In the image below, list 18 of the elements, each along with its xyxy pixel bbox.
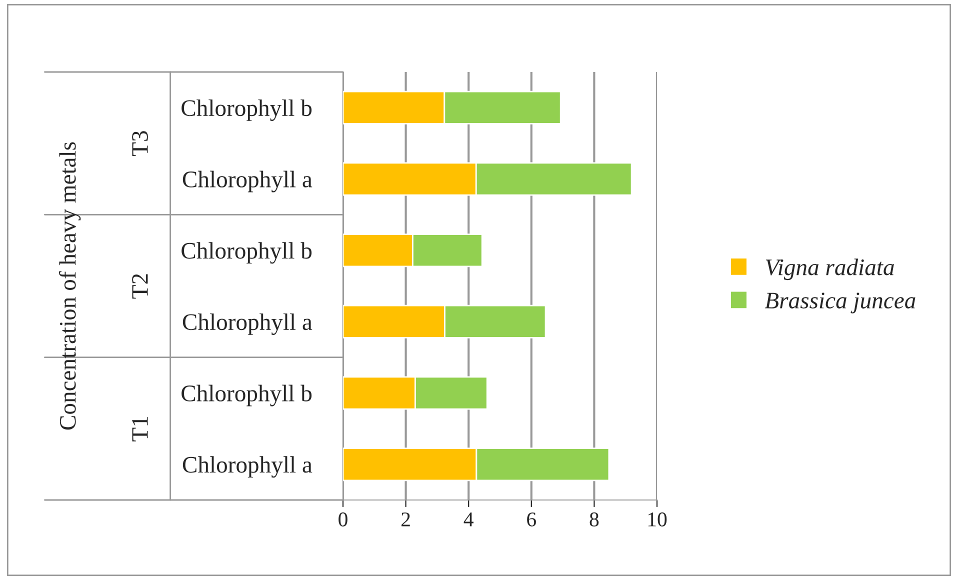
x-tick-label: 2 [402,512,410,526]
y-tick-label: Chlorophyll a [182,170,312,192]
x-tick-label: 0 [338,512,348,526]
x-tick-label: 10 [648,512,667,526]
legend-label: Vigna radiata [766,258,894,280]
y-tick-label: Chlorophyll a [182,456,312,478]
y-tick-label: Chlorophyll b [182,99,312,121]
text: T2 [132,274,148,299]
legend-label: Brassica juncea [764,292,916,314]
y-tick-label: Chlorophyll b [182,242,312,264]
x-tick-label: 4 [464,512,474,526]
y-tick-label: Chlorophyll b [182,384,312,406]
text: T3 [132,131,148,156]
text: T1 [132,416,148,442]
y-tick-label: Chlorophyll a [182,313,312,335]
x-tick-label: 8 [590,512,599,526]
x-tick-label: 6 [527,512,536,526]
y-axis-title: Concentration of heavy metals [58,142,81,430]
